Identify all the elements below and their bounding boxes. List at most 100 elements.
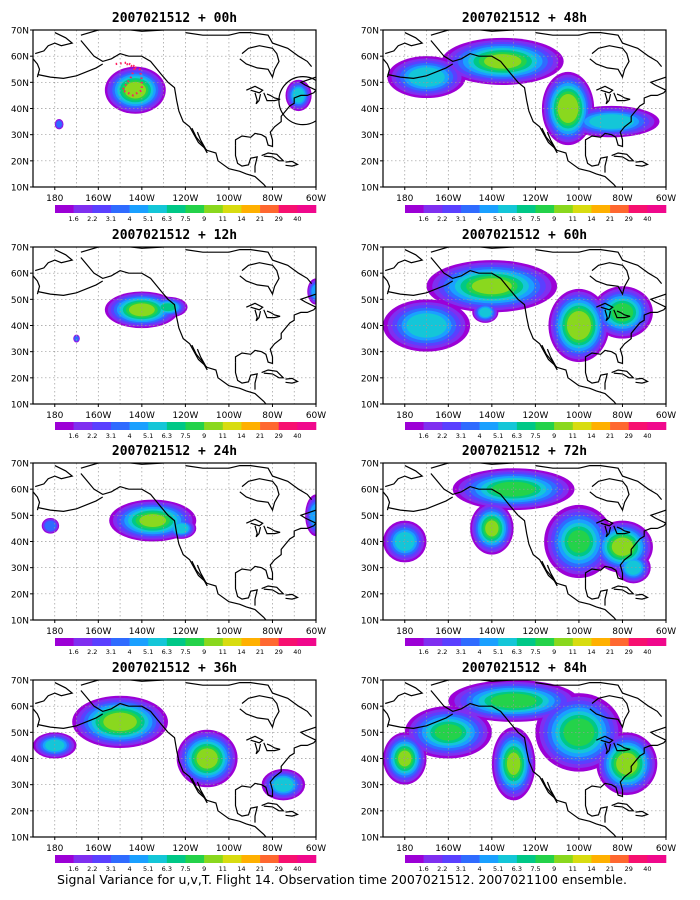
colorbar-swatch [129, 205, 149, 213]
colorbar-swatch [423, 205, 443, 213]
colorbar-swatch [405, 855, 424, 863]
colorbar-label: 6.3 [512, 432, 522, 440]
lon-tick-label: 100W [216, 194, 242, 204]
coastline [635, 593, 650, 600]
colorbar-label: 6.3 [162, 432, 172, 440]
colorbar-label: 40 [293, 865, 301, 873]
variance-contour [616, 752, 638, 775]
colorbar-label: 3.1 [456, 432, 466, 440]
colorbar-label: 40 [643, 648, 651, 656]
colorbar: 1.6 2.2 3.1 4 5.1 6.3 7.5 9 11 14 21 29 40 [55, 205, 317, 223]
lat-tick-label: 60N [11, 270, 29, 280]
lat-tick-label: 60N [11, 486, 29, 496]
coastline [430, 30, 514, 36]
colorbar-swatch [535, 205, 555, 213]
lat-tick-label: 50N [11, 512, 29, 522]
colorbar-swatch [610, 422, 630, 430]
colorbar-label: 11 [219, 432, 227, 440]
lat-tick-label: 60N [11, 53, 29, 63]
colorbar-label: 9 [552, 215, 556, 223]
colorbar-swatch [628, 855, 648, 863]
colorbar-label: 4 [128, 648, 132, 656]
colorbar-label: 11 [569, 865, 577, 873]
coastline [80, 247, 164, 253]
colorbar-swatch [241, 638, 261, 646]
colorbar-label: 11 [219, 648, 227, 656]
lat-tick-label: 10N [11, 184, 29, 194]
colorbar-label: 21 [606, 215, 614, 223]
coastline [596, 85, 614, 94]
colorbar-swatch [55, 638, 74, 646]
lat-tick-label: 30N [11, 131, 29, 141]
coastline [185, 465, 313, 500]
coastline [535, 465, 663, 500]
colorbar-label: 40 [293, 648, 301, 656]
coastline [33, 491, 41, 511]
coastline [430, 257, 617, 404]
colorbar-swatch [222, 855, 242, 863]
variance-contour [196, 748, 218, 769]
colorbar-label: 1.6 [418, 865, 428, 873]
colorbar-swatch [129, 855, 149, 863]
lat-tick-label: 20N [361, 807, 379, 817]
coastline [37, 63, 104, 80]
coastline [383, 491, 391, 511]
colorbar-swatch [405, 638, 424, 646]
lon-tick-label: 140W [129, 411, 155, 421]
colorbar-swatch [55, 422, 74, 430]
colorbar-swatch [241, 422, 261, 430]
colorbar-label: 2.2 [87, 215, 97, 223]
lon-tick-label: 100W [216, 411, 242, 421]
colorbar-swatch [278, 205, 298, 213]
lat-tick-label: 40N [361, 105, 379, 115]
coastline [285, 810, 300, 817]
colorbar-label: 4 [478, 865, 482, 873]
coastline [263, 92, 281, 102]
coastline [589, 45, 630, 79]
lat-tick-label: 20N [11, 157, 29, 167]
colorbar-swatch [647, 855, 667, 863]
colorbar-label: 9 [202, 215, 206, 223]
colorbar-swatch [92, 422, 112, 430]
lon-tick-label: 60W [656, 627, 676, 637]
lat-tick-label: 10N [361, 184, 379, 194]
colorbar-label: 7.5 [530, 215, 540, 223]
coastline [604, 742, 612, 755]
map-panel-48h: 2007021512 + 48h 10N 20N 30N 40N 50N 60N 70N 180… [361, 11, 676, 223]
coastline [596, 735, 614, 744]
colorbar-label: 29 [275, 865, 283, 873]
colorbar-label: 6.3 [162, 215, 172, 223]
colorbar-label: 2.2 [87, 648, 97, 656]
colorbar: 1.6 2.2 3.1 4 5.1 6.3 7.5 9 11 14 21 29 40 [55, 855, 317, 873]
coastline [191, 560, 208, 587]
coastline [191, 777, 208, 804]
colorbar-label: 29 [625, 865, 633, 873]
colorbar-label: 2.2 [437, 215, 447, 223]
colorbar-label: 1.6 [68, 215, 78, 223]
colorbar-swatch [647, 205, 667, 213]
coastline [635, 377, 650, 384]
colorbar-swatch [423, 855, 443, 863]
lon-tick-label: 140W [479, 411, 505, 421]
lon-tick-label: 100W [566, 411, 592, 421]
colorbar-label: 1.6 [418, 432, 428, 440]
colorbar-swatch [516, 855, 536, 863]
coastline [80, 30, 164, 36]
lat-tick-label: 20N [361, 590, 379, 600]
colorbar-label: 29 [275, 432, 283, 440]
lat-tick-label: 60N [361, 703, 379, 713]
coastline [387, 496, 454, 513]
coastline [589, 262, 630, 296]
colorbar-swatch [297, 205, 317, 213]
colorbar-label: 21 [606, 648, 614, 656]
colorbar-label: 4 [128, 432, 132, 440]
lat-tick-label: 50N [361, 512, 379, 522]
colorbar-swatch [129, 422, 149, 430]
colorbar-swatch [204, 855, 224, 863]
variance-contour [567, 529, 590, 554]
lon-tick-label: 80W [262, 194, 282, 204]
lon-tick-label: 180 [46, 194, 63, 204]
coastline [604, 92, 612, 105]
colorbar-swatch [278, 422, 298, 430]
coastline [234, 362, 259, 390]
